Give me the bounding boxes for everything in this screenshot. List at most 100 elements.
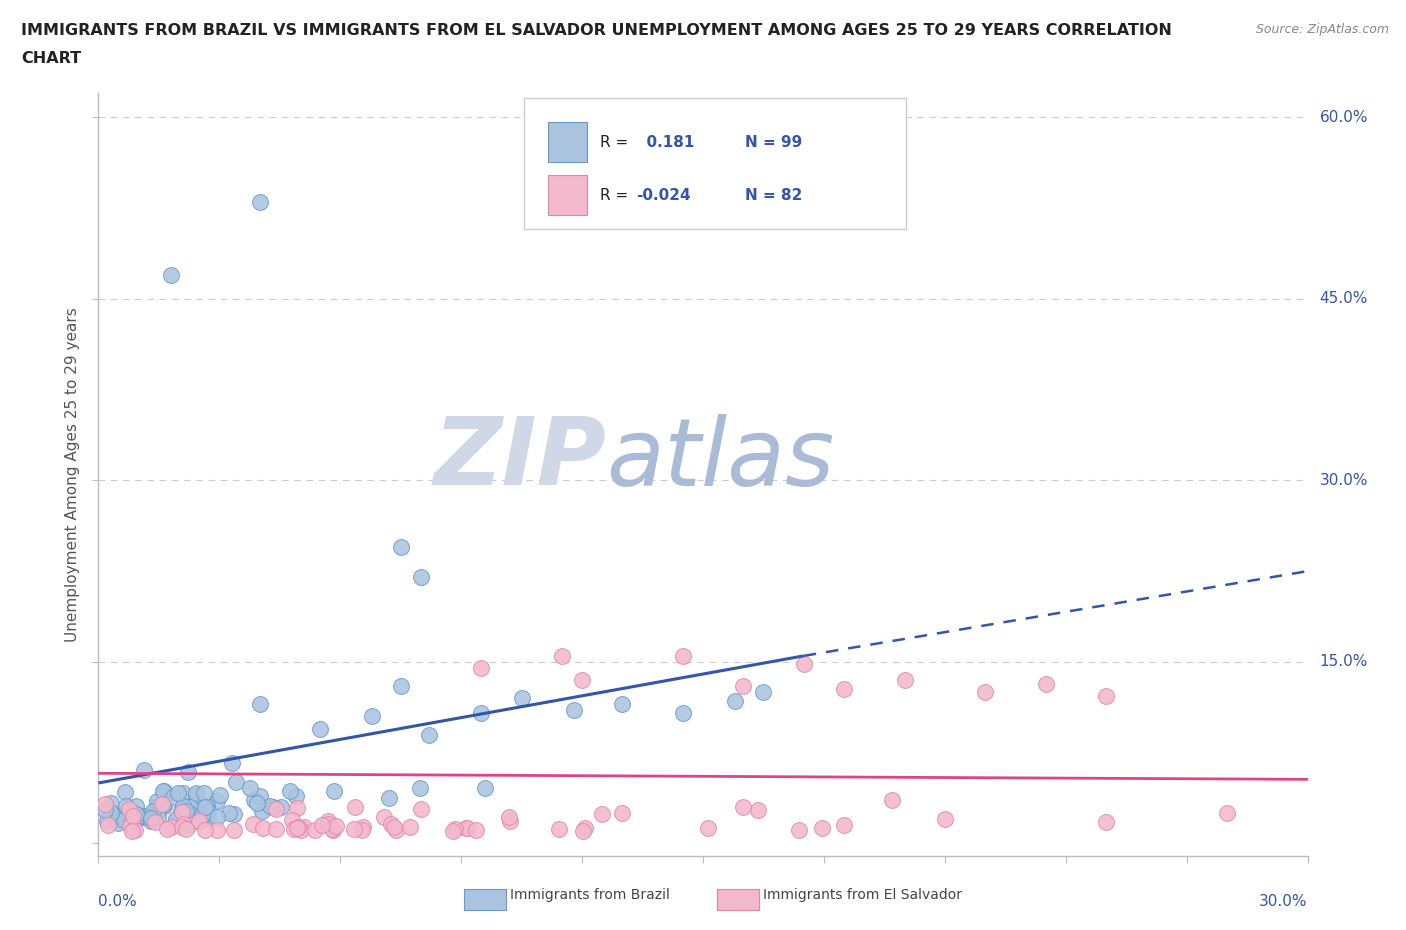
- Point: [146, 794, 169, 809]
- Point: [498, 810, 520, 825]
- Point: [259, 798, 281, 813]
- Point: [100, 796, 122, 811]
- Point: [322, 823, 344, 838]
- Point: [747, 802, 769, 817]
- Point: [121, 814, 143, 829]
- Point: [208, 788, 231, 803]
- Point: [107, 816, 129, 830]
- Point: [361, 709, 384, 724]
- Point: [249, 789, 271, 804]
- Point: [252, 820, 274, 835]
- FancyBboxPatch shape: [548, 176, 586, 215]
- Point: [880, 793, 903, 808]
- Point: [1035, 676, 1057, 691]
- Point: [243, 792, 266, 807]
- Point: [252, 804, 274, 818]
- Point: [409, 781, 432, 796]
- Point: [322, 783, 344, 798]
- Point: [177, 764, 200, 779]
- Point: [832, 817, 855, 832]
- Point: [344, 800, 367, 815]
- Point: [832, 681, 855, 696]
- Point: [1216, 805, 1239, 820]
- Point: [172, 785, 194, 800]
- Text: N = 99: N = 99: [745, 135, 803, 150]
- Text: N = 82: N = 82: [745, 189, 803, 204]
- Point: [120, 811, 142, 826]
- Point: [172, 805, 194, 820]
- Point: [311, 817, 333, 832]
- Point: [470, 705, 492, 720]
- Point: [612, 805, 634, 820]
- Point: [152, 797, 174, 812]
- Point: [474, 780, 496, 795]
- Point: [193, 785, 215, 800]
- Point: [152, 784, 174, 799]
- Point: [118, 806, 141, 821]
- Point: [141, 814, 163, 829]
- Point: [197, 798, 219, 813]
- Point: [465, 822, 488, 837]
- Point: [309, 721, 332, 736]
- Point: [409, 802, 432, 817]
- Text: -0.024: -0.024: [637, 189, 692, 204]
- Point: [443, 821, 465, 836]
- Point: [146, 809, 169, 824]
- Point: [105, 808, 128, 823]
- Point: [510, 691, 533, 706]
- Text: 15.0%: 15.0%: [1320, 655, 1368, 670]
- Point: [172, 817, 194, 831]
- Point: [893, 672, 915, 687]
- Point: [304, 823, 326, 838]
- Point: [793, 657, 815, 671]
- Text: atlas: atlas: [606, 414, 835, 505]
- Point: [96, 814, 118, 829]
- Point: [194, 800, 217, 815]
- Point: [205, 793, 228, 808]
- Point: [249, 697, 271, 711]
- Point: [262, 799, 284, 814]
- Point: [176, 800, 198, 815]
- Point: [146, 799, 169, 814]
- Point: [456, 820, 478, 835]
- Point: [285, 820, 308, 835]
- Point: [266, 802, 288, 817]
- Point: [207, 822, 229, 837]
- Point: [174, 804, 197, 818]
- Point: [122, 809, 145, 824]
- Point: [389, 539, 412, 554]
- Point: [218, 805, 240, 820]
- Text: CHART: CHART: [21, 51, 82, 66]
- Point: [287, 819, 309, 834]
- Point: [787, 822, 810, 837]
- Point: [184, 786, 207, 801]
- Point: [97, 817, 120, 832]
- Point: [591, 806, 613, 821]
- Text: 60.0%: 60.0%: [1320, 110, 1368, 125]
- Point: [165, 813, 187, 828]
- Point: [115, 798, 138, 813]
- Point: [249, 194, 271, 209]
- Text: 0.0%: 0.0%: [98, 895, 138, 910]
- Point: [124, 822, 146, 837]
- Point: [179, 800, 201, 815]
- Point: [165, 812, 187, 827]
- Point: [316, 817, 339, 831]
- Point: [197, 804, 219, 818]
- Point: [160, 267, 183, 282]
- Point: [672, 648, 695, 663]
- Text: 45.0%: 45.0%: [1320, 291, 1368, 306]
- Point: [343, 821, 366, 836]
- Point: [94, 796, 117, 811]
- Point: [183, 803, 205, 817]
- Point: [112, 812, 135, 827]
- Point: [150, 797, 173, 812]
- Point: [733, 679, 755, 694]
- Text: ZIP: ZIP: [433, 413, 606, 505]
- Point: [1095, 815, 1118, 830]
- Point: [156, 821, 179, 836]
- Point: [125, 799, 148, 814]
- Point: [454, 820, 477, 835]
- Text: Immigrants from El Salvador: Immigrants from El Salvador: [763, 887, 963, 902]
- Point: [167, 786, 190, 801]
